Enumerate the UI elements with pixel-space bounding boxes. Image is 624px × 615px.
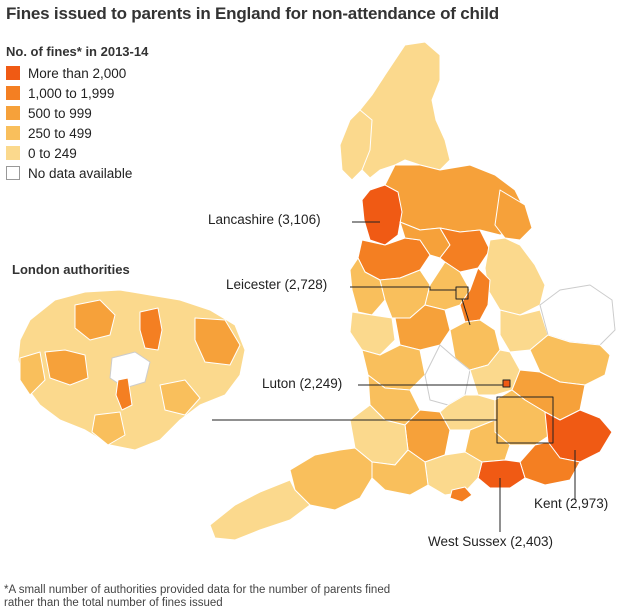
- footnote: *A small number of authorities provided …: [4, 584, 390, 610]
- legend-label: 1,000 to 1,999: [28, 85, 115, 101]
- region-cornwall: [209, 479, 311, 541]
- callout-leicester: Leicester (2,728): [226, 277, 328, 292]
- callout-west-sussex: West Sussex (2,403): [428, 534, 554, 549]
- luton-highlight-box: [502, 379, 511, 388]
- leicester-leader: [350, 286, 456, 291]
- region-hampshire: [424, 451, 483, 496]
- region-west-sussex: [477, 459, 526, 489]
- london-borough-a: [74, 299, 116, 341]
- london-borough-i: [19, 351, 46, 396]
- legend-swatch: [6, 66, 20, 80]
- legend-swatch: [6, 86, 20, 100]
- london-title: London authorities: [12, 262, 130, 277]
- legend-swatch: [6, 146, 20, 160]
- london-borough-b: [139, 307, 163, 351]
- legend-swatch: [6, 106, 20, 120]
- region-suffolk: [529, 334, 611, 386]
- callout-kent: Kent (2,973): [534, 496, 609, 511]
- legend-label: More than 2,000: [28, 65, 127, 81]
- london-borough-g: [91, 411, 126, 446]
- london-borough-c: [194, 317, 241, 366]
- region-oxon: [424, 344, 471, 406]
- legend-label: 0 to 249: [28, 145, 77, 161]
- legend-item-1000-1999: 1,000 to 1,999: [6, 83, 148, 103]
- legend-swatch: [6, 166, 20, 180]
- region-north: [351, 41, 451, 179]
- region-south-yorkshire: [439, 227, 491, 273]
- region-dorset: [371, 449, 429, 496]
- legend-item-250-499: 250 to 499: [6, 123, 148, 143]
- region-isle-of-wight: [449, 486, 473, 503]
- region-lincolnshire: [484, 237, 546, 316]
- region-east-yorkshire: [494, 189, 533, 241]
- footnote-line-1: *A small number of authorities provided …: [4, 584, 391, 596]
- london-borough-d: [44, 349, 89, 386]
- region-cumbria-west: [339, 109, 373, 181]
- legend-label: 500 to 999: [28, 105, 92, 121]
- legend-item-no-data: No data available: [6, 163, 148, 183]
- legend-swatch: [6, 126, 20, 140]
- legend-title: No. of fines* in 2013-14: [6, 44, 149, 59]
- london-borough-h: [159, 379, 201, 416]
- legend: No. of fines* in 2013-14 More than 2,000…: [6, 44, 148, 183]
- legend-label: No data available: [28, 165, 133, 181]
- footnote-line-2: rather than the total number of fines is…: [4, 597, 223, 609]
- region-shropshire: [349, 311, 396, 356]
- legend-item-0-249: 0 to 249: [6, 143, 148, 163]
- legend-item-500-999: 500 to 999: [6, 103, 148, 123]
- region-lancashire: [361, 184, 403, 246]
- callout-lancashire: Lancashire (3,106): [208, 212, 321, 227]
- page-title: Fines issued to parents in England for n…: [6, 4, 499, 23]
- legend-label: 250 to 499: [28, 125, 92, 141]
- london-borough-f: [115, 377, 133, 411]
- legend-item-more-than-2000: More than 2,000: [6, 63, 148, 83]
- leicester-leader-b: [461, 298, 471, 326]
- london-inset-map: [17, 289, 246, 451]
- callout-luton: Luton (2,249): [262, 376, 343, 391]
- london-borough-e: [109, 351, 151, 389]
